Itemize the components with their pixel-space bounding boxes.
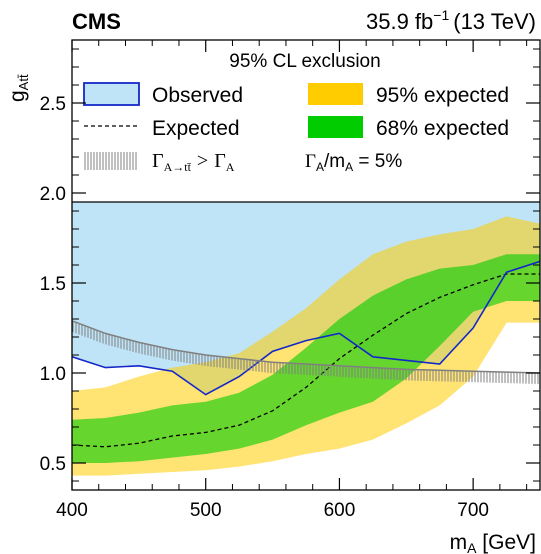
lumi-value: 35.9 fb [366, 9, 433, 34]
lumi-exponent: −1 [433, 7, 449, 23]
experiment-label: CMS [72, 9, 121, 34]
width-boundary-line [72, 320, 540, 374]
y-tick-label: 1.5 [40, 274, 66, 295]
y-tick-label: 0.5 [40, 454, 66, 475]
observed-limit-line [72, 260, 540, 396]
plot-content [72, 201, 540, 476]
y-tick-label: 2.5 [40, 94, 66, 115]
legend-band68-label: 68% expected [376, 117, 509, 140]
legend-band68-swatch [308, 116, 363, 138]
legend-band95-label: 95% expected [376, 84, 509, 107]
legend-title: 95% CL exclusion [229, 51, 380, 72]
x-axis-title: mA [GeV] [450, 531, 536, 554]
legend-observed-swatch [83, 82, 140, 106]
legend-unphysical-label: ΓA→tt̄ > ΓA [152, 150, 235, 174]
legend-hatch-swatch [84, 152, 137, 170]
x-tick-label: 500 [190, 500, 222, 521]
x-tick-label: 400 [56, 500, 88, 521]
legend-band95-swatch [308, 83, 363, 105]
legend-expected-label: Expected [152, 117, 240, 140]
band-68-expected [72, 254, 540, 463]
lumi-label: 35.9 fb−1 (13 TeV) [366, 7, 536, 34]
legend: 95% CL exclusion Observed Expected 95% e… [73, 42, 539, 186]
legend-observed-label: Observed [152, 84, 243, 107]
x-tick-label: 700 [457, 500, 489, 521]
lumi-energy: (13 TeV) [453, 9, 536, 34]
axes: 400 500 600 700 0.5 1.0 1.5 2.0 2.5 [40, 40, 540, 521]
width-boundary-hatching [72, 321, 539, 384]
y-tick-label: 1.0 [40, 364, 66, 385]
y-tick-label: 2.0 [40, 184, 66, 205]
legend-width-ratio-label: ΓA/mA = 5% [305, 151, 402, 174]
y-axis-title: gAtt̄ [6, 74, 31, 102]
x-tick-label: 600 [324, 500, 356, 521]
legend-background [73, 42, 539, 186]
expected-limit-line [72, 273, 540, 448]
